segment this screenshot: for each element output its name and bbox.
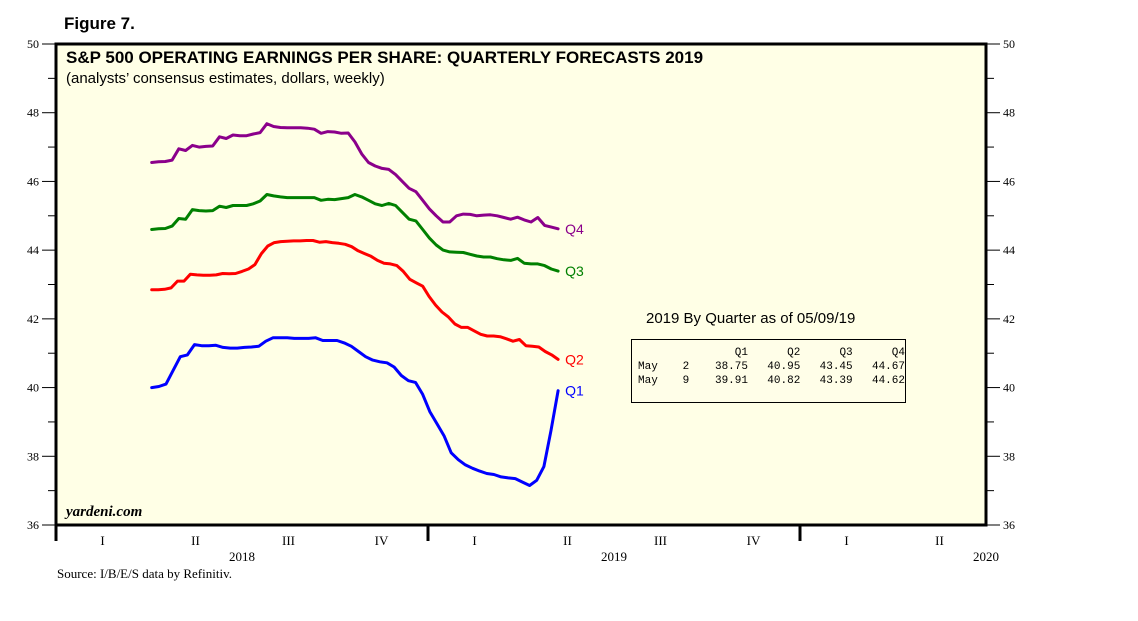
watermark: yardeni.com bbox=[66, 504, 143, 520]
row-day: 2 bbox=[682, 361, 690, 373]
y-tick-label: 44 bbox=[27, 243, 39, 257]
header-blank bbox=[683, 346, 696, 360]
y-tick-label: 48 bbox=[27, 106, 39, 120]
y-tick-label: 42 bbox=[27, 312, 39, 326]
cell-value: 40.82 bbox=[767, 375, 801, 387]
y-tick-label: 50 bbox=[1003, 37, 1015, 51]
chart-subtitle: (analysts’ consensus estimates, dollars,… bbox=[66, 70, 385, 87]
table-row: May 2 38.75 40.95 43.45 44.67 bbox=[638, 360, 905, 374]
cell-value: 43.45 bbox=[819, 361, 853, 373]
column-header: Q4 bbox=[891, 347, 905, 359]
x-quarter-label: II bbox=[563, 533, 572, 548]
series-label-q2: Q2 bbox=[565, 351, 584, 367]
row-month: May bbox=[638, 361, 658, 373]
y-axis-left: 36 38 40 42 44 46 48 50 bbox=[27, 37, 56, 532]
y-tick-label: 36 bbox=[1003, 518, 1015, 532]
plot-area bbox=[56, 44, 986, 525]
y-axis-right: 36 38 40 42 44 46 48 50 bbox=[986, 37, 1015, 532]
cell-value: 40.95 bbox=[767, 361, 801, 373]
y-tick-label: 46 bbox=[1003, 174, 1015, 188]
series-label-q1: Q1 bbox=[565, 383, 584, 399]
y-tick-label: 46 bbox=[27, 174, 39, 188]
x-quarter-label: II bbox=[191, 533, 200, 548]
cell-value: 44.67 bbox=[871, 361, 905, 373]
cell-value: 38.75 bbox=[714, 361, 748, 373]
row-month: May bbox=[638, 375, 658, 387]
x-quarter-label: I bbox=[100, 533, 104, 548]
x-quarter-label: II bbox=[935, 533, 944, 548]
chart-title: S&P 500 OPERATING EARNINGS PER SHARE: QU… bbox=[66, 48, 704, 67]
table-row: May 9 39.91 40.82 43.39 44.62 bbox=[638, 374, 905, 388]
x-year-label: 2019 bbox=[601, 549, 627, 564]
y-tick-label: 36 bbox=[27, 518, 39, 532]
series-line-q4 bbox=[150, 122, 560, 231]
column-header: Q1 bbox=[734, 347, 748, 359]
cell-value: 39.91 bbox=[714, 375, 748, 387]
inset-table-title: 2019 By Quarter as of 05/09/19 bbox=[646, 310, 856, 327]
x-quarter-label: IV bbox=[747, 533, 761, 548]
y-tick-label: 50 bbox=[27, 37, 39, 51]
y-tick-label: 44 bbox=[1003, 243, 1015, 257]
series-line-q2 bbox=[150, 239, 560, 361]
inset-table: Q1 Q2 Q3 Q4 May 2 38.75 40.95 43.45 44.6… bbox=[631, 339, 906, 403]
y-tick-label: 38 bbox=[1003, 449, 1015, 463]
y-tick-label: 38 bbox=[27, 449, 39, 463]
series-label-q3: Q3 bbox=[565, 263, 584, 279]
series-line-q1 bbox=[150, 336, 560, 487]
column-header: Q2 bbox=[787, 347, 801, 359]
x-quarter-label: I bbox=[472, 533, 476, 548]
series-label-q4: Q4 bbox=[565, 221, 584, 237]
y-tick-label: 48 bbox=[1003, 106, 1015, 120]
x-quarter-label: III bbox=[654, 533, 667, 548]
x-quarter-label: IV bbox=[375, 533, 389, 548]
plot-frame bbox=[54, 42, 988, 527]
cell-value: 44.62 bbox=[871, 375, 905, 387]
cell-value: 43.39 bbox=[819, 375, 853, 387]
x-year-label: 2018 bbox=[229, 549, 255, 564]
series-line-q3 bbox=[150, 193, 560, 273]
series-labels: Q4 Q3 Q2 Q1 bbox=[565, 221, 584, 399]
x-year-label: 2020 bbox=[973, 549, 999, 564]
y-tick-label: 40 bbox=[27, 381, 39, 395]
x-quarter-label: I bbox=[844, 533, 848, 548]
column-header: Q3 bbox=[839, 347, 853, 359]
figure-label: Figure 7. bbox=[64, 14, 135, 33]
inset-table-header: Q1 Q2 Q3 Q4 bbox=[638, 346, 905, 360]
x-quarter-label: III bbox=[282, 533, 295, 548]
header-blank bbox=[638, 346, 683, 360]
row-day: 9 bbox=[682, 375, 690, 387]
y-tick-label: 42 bbox=[1003, 312, 1015, 326]
y-tick-label: 40 bbox=[1003, 381, 1015, 395]
source-note: Source: I/B/E/S data by Refinitiv. bbox=[57, 566, 232, 581]
series-group bbox=[150, 122, 560, 487]
